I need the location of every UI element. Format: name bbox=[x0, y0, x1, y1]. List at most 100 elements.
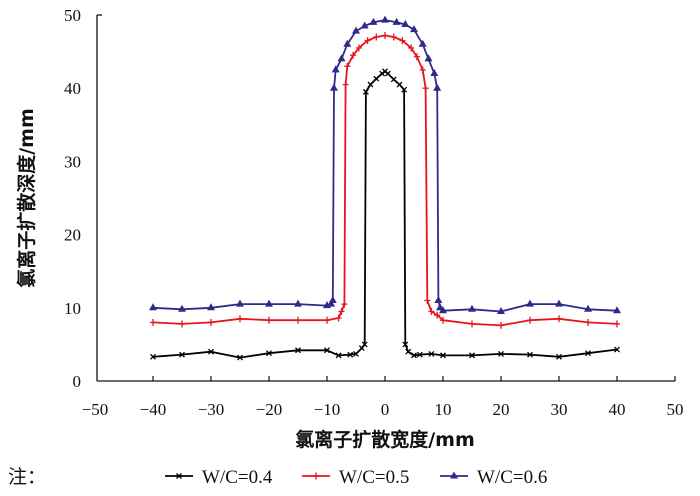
series-W/C=0.6 bbox=[149, 15, 621, 314]
x-tick-label: 30 bbox=[551, 400, 568, 419]
data-point bbox=[408, 44, 415, 52]
data-point bbox=[337, 54, 346, 62]
data-point bbox=[362, 88, 369, 95]
x-ticks: −50 −40 −30 −20 −10 0 10 20 30 40 50 bbox=[82, 376, 684, 419]
data-point bbox=[584, 304, 592, 312]
data-point bbox=[150, 318, 156, 326]
data-point bbox=[497, 306, 505, 314]
data-point bbox=[419, 66, 426, 74]
data-point bbox=[469, 352, 475, 359]
data-point bbox=[178, 304, 186, 312]
x-tick-label: −30 bbox=[198, 400, 225, 419]
data-point bbox=[424, 296, 431, 304]
data-point bbox=[413, 53, 420, 61]
legend-marker bbox=[176, 473, 182, 479]
data-point bbox=[324, 316, 330, 324]
x-tick-label: 0 bbox=[381, 400, 390, 419]
data-point bbox=[396, 81, 403, 88]
data-point bbox=[527, 351, 533, 358]
series-W/C=0.5 bbox=[150, 31, 620, 329]
legend-label: W/C=0.4 bbox=[202, 467, 273, 488]
data-point bbox=[331, 65, 340, 73]
data-point bbox=[369, 17, 378, 25]
data-point bbox=[439, 306, 447, 314]
data-point bbox=[405, 348, 412, 355]
data-point bbox=[498, 350, 504, 357]
data-point bbox=[329, 83, 338, 91]
y-tick-label: 50 bbox=[64, 6, 81, 25]
data-point bbox=[179, 320, 185, 328]
data-point bbox=[343, 39, 352, 47]
legend-note: 注： bbox=[8, 466, 46, 488]
data-point bbox=[384, 70, 391, 77]
data-point bbox=[335, 352, 342, 359]
series-W/C=0.4 bbox=[150, 68, 620, 361]
x-tick-label: −20 bbox=[256, 400, 283, 419]
data-point bbox=[411, 352, 417, 359]
y-tick-label: 0 bbox=[73, 372, 82, 391]
data-point bbox=[150, 353, 156, 360]
data-point bbox=[149, 303, 157, 311]
data-point bbox=[364, 37, 371, 45]
data-point bbox=[468, 304, 476, 312]
data-point bbox=[237, 315, 243, 323]
y-tick-label: 30 bbox=[64, 152, 81, 171]
data-point bbox=[341, 300, 348, 308]
legend: 注： W/C=0.4 W/C=0.5 W/C=0.6 bbox=[8, 466, 547, 488]
x-tick-label: −50 bbox=[82, 400, 109, 419]
data-point bbox=[353, 350, 359, 357]
data-point bbox=[416, 351, 423, 358]
data-point bbox=[585, 350, 591, 357]
y-tick-label: 10 bbox=[64, 299, 81, 318]
data-point bbox=[324, 347, 330, 354]
data-point bbox=[347, 351, 354, 358]
series-group bbox=[149, 15, 621, 361]
x-tick-label: −10 bbox=[314, 400, 341, 419]
data-point bbox=[556, 315, 562, 323]
data-point bbox=[237, 354, 243, 361]
data-point bbox=[556, 353, 562, 360]
data-point bbox=[327, 299, 336, 307]
data-point bbox=[265, 299, 273, 307]
data-point bbox=[208, 318, 214, 326]
y-axis-label: 氯离子扩散深度/mm bbox=[15, 108, 38, 288]
data-point bbox=[527, 316, 533, 324]
data-point bbox=[401, 86, 408, 93]
data-point bbox=[390, 33, 397, 41]
x-tick-label: 20 bbox=[493, 400, 510, 419]
data-point bbox=[555, 299, 563, 307]
series-line bbox=[152, 34, 618, 327]
legend-label: W/C=0.6 bbox=[477, 467, 547, 488]
data-point bbox=[428, 350, 435, 357]
data-point bbox=[207, 303, 215, 311]
data-point bbox=[352, 26, 360, 34]
data-point bbox=[418, 39, 427, 47]
legend-marker bbox=[313, 472, 319, 480]
data-point bbox=[373, 75, 380, 82]
data-point bbox=[367, 81, 374, 88]
data-point bbox=[434, 295, 443, 303]
data-point bbox=[382, 31, 388, 39]
y-ticks: 0 10 20 30 40 50 bbox=[64, 6, 81, 391]
data-point bbox=[614, 346, 620, 353]
data-point bbox=[295, 347, 301, 354]
legend-label: W/C=0.5 bbox=[339, 467, 409, 488]
data-point bbox=[469, 320, 475, 328]
data-point bbox=[440, 316, 446, 324]
data-point bbox=[295, 316, 301, 324]
x-tick-label: −40 bbox=[140, 400, 167, 419]
data-point bbox=[434, 311, 441, 319]
data-point bbox=[360, 21, 369, 29]
data-point bbox=[342, 81, 349, 89]
data-point bbox=[585, 318, 591, 326]
data-point bbox=[401, 20, 410, 28]
data-point bbox=[399, 37, 406, 45]
data-point bbox=[381, 15, 389, 23]
series-line bbox=[152, 19, 618, 313]
data-point bbox=[613, 306, 621, 314]
x-tick-label: 10 bbox=[435, 400, 452, 419]
data-point bbox=[430, 69, 439, 77]
data-point bbox=[266, 350, 272, 357]
data-point bbox=[373, 33, 380, 41]
